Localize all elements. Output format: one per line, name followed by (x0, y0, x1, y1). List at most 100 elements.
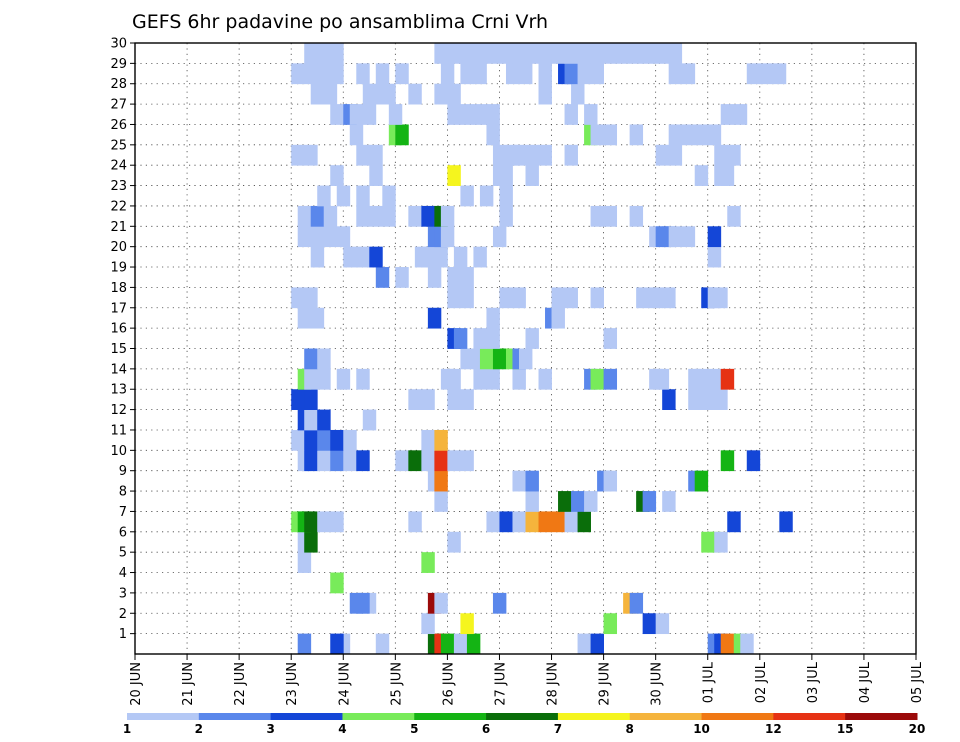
heatmap-cell (317, 429, 331, 451)
y-tick-label: 18 (110, 281, 127, 296)
heatmap-cell (727, 205, 741, 227)
colorbar-label: 8 (626, 722, 634, 736)
heatmap-cell (434, 450, 448, 472)
heatmap-cell (694, 470, 709, 492)
heatmap-cell (343, 429, 357, 451)
heatmap-cell (427, 307, 442, 329)
colorbar-label: 2 (195, 722, 203, 736)
heatmap-cell (408, 205, 422, 227)
heatmap-cell (772, 63, 787, 85)
heatmap-cell (447, 267, 461, 288)
heatmap-cell (356, 185, 370, 207)
heatmap-cell (603, 124, 618, 146)
colorbar-label: 7 (554, 722, 562, 736)
y-tick-label: 2 (119, 607, 127, 622)
heatmap-cell (330, 43, 344, 64)
y-tick-label: 28 (110, 77, 127, 92)
x-tick-label: 03 JUL (806, 661, 821, 703)
y-tick-label: 17 (110, 301, 127, 316)
heatmap-cell (584, 491, 598, 512)
x-tick-label: 01 JUL (702, 661, 717, 703)
y-tick-label: 27 (110, 98, 127, 113)
y-tick-label: 29 (110, 57, 127, 72)
heatmap-cell (369, 246, 383, 268)
heatmap-cell (538, 368, 552, 390)
heatmap-cell (642, 491, 657, 512)
heatmap-cell (707, 124, 722, 146)
heatmap-cell (336, 226, 351, 248)
heatmap-cell (330, 63, 344, 85)
heatmap-cell (460, 43, 474, 64)
heatmap-cell (577, 43, 591, 64)
heatmap-cell (662, 287, 676, 309)
heatmap-cell (746, 450, 761, 472)
heatmap-cell (421, 613, 435, 635)
heatmap-cell (525, 144, 539, 166)
y-tick-label: 13 (110, 383, 127, 398)
heatmap-cell (551, 43, 565, 64)
heatmap-cell (304, 450, 318, 472)
heatmap-cell (668, 63, 683, 85)
heatmap-cell (447, 450, 461, 472)
heatmap-cell (447, 165, 461, 186)
colorbar-label: 1 (123, 722, 131, 736)
heatmap-cell (317, 43, 331, 64)
heatmap-cell (590, 43, 604, 64)
heatmap-cell (649, 287, 663, 309)
heatmap-cell (434, 470, 448, 492)
heatmap-cell (369, 205, 383, 227)
heatmap-cell (460, 185, 474, 207)
heatmap-cell (512, 43, 526, 64)
heatmap-cell (297, 226, 312, 248)
heatmap-cell (720, 165, 735, 186)
heatmap-cell (447, 389, 461, 410)
colorbar-swatch (701, 713, 774, 720)
colorbar-label: 12 (765, 722, 782, 736)
heatmap-cell (460, 287, 474, 309)
heatmap-cell (499, 43, 513, 64)
heatmap-cell (486, 104, 500, 125)
heatmap-cell (538, 144, 552, 166)
colorbar-label: 10 (693, 722, 710, 736)
heatmap-cell (356, 205, 370, 227)
heatmap-cell (740, 633, 754, 655)
heatmap-cell (668, 226, 683, 248)
x-tick-label: 05 JUL (910, 661, 925, 703)
heatmap-cell (564, 511, 578, 533)
heatmap-cell (297, 552, 312, 573)
y-tick-label: 19 (110, 261, 127, 276)
heatmap-cell (492, 226, 507, 248)
y-tick-label: 30 (110, 37, 127, 52)
heatmap-cell (304, 511, 318, 533)
heatmap-cell (434, 592, 448, 614)
heatmap-cell (460, 104, 474, 125)
heatmap-cell (584, 104, 598, 125)
heatmap-cell (375, 267, 390, 288)
heatmap-cell (421, 389, 435, 410)
heatmap-cell (310, 226, 325, 248)
heatmap-cell (525, 43, 539, 64)
y-tick-label: 25 (110, 138, 127, 153)
x-tick-label: 29 JUN (598, 662, 613, 706)
heatmap-cell (636, 287, 650, 309)
heatmap-cell (629, 124, 644, 146)
heatmap-cell (642, 613, 657, 635)
colorbar-swatch (486, 713, 559, 720)
heatmap-cell (330, 165, 344, 186)
heatmap-cell (662, 491, 676, 512)
x-tick-label: 28 JUN (546, 662, 561, 706)
heatmap-cell (304, 144, 318, 166)
heatmap-cell (525, 328, 539, 349)
heatmap-cell (317, 368, 331, 390)
heatmap-cell (408, 511, 422, 533)
colorbar-label: 15 (837, 722, 854, 736)
heatmap-cell (629, 592, 644, 614)
y-tick-label: 12 (110, 403, 127, 418)
heatmap-cell (486, 511, 500, 533)
heatmap-cell (558, 491, 572, 512)
y-tick-label: 11 (110, 423, 127, 438)
heatmap-cell (317, 450, 331, 472)
x-tick-label: 24 JUN (337, 662, 352, 706)
heatmap-cell (720, 450, 735, 472)
